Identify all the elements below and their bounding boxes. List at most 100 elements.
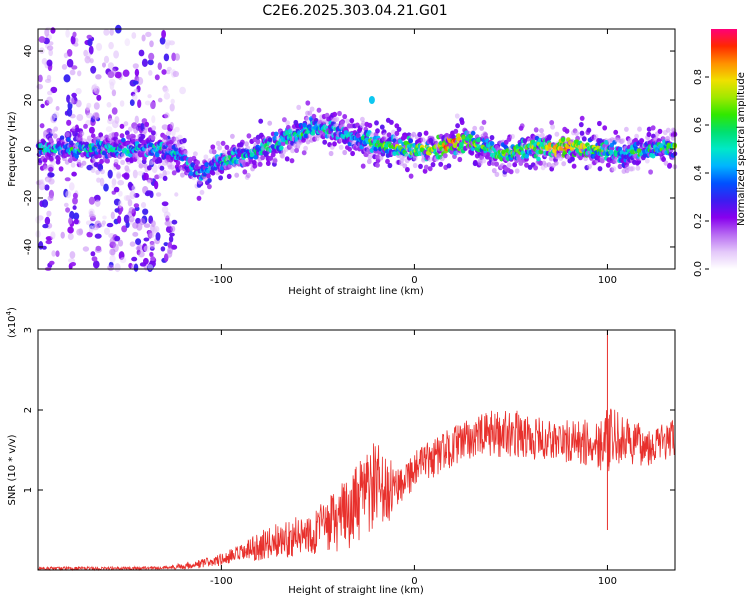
spectrogram-cell bbox=[316, 107, 322, 113]
spectrogram-cell bbox=[147, 94, 152, 99]
spectrogram-cell bbox=[238, 142, 244, 148]
spectrogram-cell bbox=[107, 71, 115, 79]
spectrogram-cell bbox=[90, 65, 97, 74]
spectrogram-cell bbox=[196, 195, 202, 201]
spectrogram-cell bbox=[508, 169, 514, 175]
spectrogram-cell bbox=[71, 171, 77, 177]
spectrogram-cell bbox=[138, 49, 145, 57]
spectrogram-cell bbox=[67, 157, 73, 163]
spectrogram-cell bbox=[44, 216, 51, 225]
spectrogram-cell bbox=[174, 126, 180, 133]
spectrogram-cell bbox=[37, 179, 44, 185]
spectrogram-cell bbox=[132, 231, 139, 237]
spectrogram-cell bbox=[650, 125, 656, 131]
spectrogram-cell bbox=[533, 127, 539, 133]
spectrogram-cell bbox=[155, 232, 161, 241]
spectrogram-cell bbox=[120, 159, 125, 165]
spectrogram-cell bbox=[342, 114, 348, 120]
spectrogram-cell bbox=[581, 136, 587, 142]
spectrogram-cell bbox=[51, 250, 56, 257]
spectrogram-cell bbox=[394, 130, 400, 136]
spectrogram-cell bbox=[472, 160, 478, 167]
spectrogram-cell bbox=[170, 98, 175, 105]
spectrogram-cell bbox=[46, 210, 52, 217]
snr-y-tick-label: 2 bbox=[23, 407, 34, 413]
spectrogram-cell bbox=[70, 162, 76, 168]
spectrogram-cell bbox=[44, 78, 52, 83]
spectrogram-cell bbox=[72, 31, 77, 38]
spectrogram-cell bbox=[65, 190, 72, 199]
spectrogram-cell bbox=[332, 111, 338, 117]
spectrogram-cell bbox=[47, 172, 54, 178]
spectrogram-cell bbox=[135, 217, 141, 224]
spectrogram-cell bbox=[107, 118, 114, 125]
spectrogram-cell bbox=[65, 207, 71, 213]
spectrogram-cell bbox=[132, 169, 138, 179]
spectrogram-cell bbox=[137, 99, 142, 108]
spectrogram-cell bbox=[561, 161, 567, 167]
spectrogram-cell bbox=[375, 128, 380, 134]
spectrogram-cell bbox=[405, 167, 410, 173]
spectrogram-cell bbox=[143, 172, 149, 181]
spectrogram-cell bbox=[122, 69, 130, 77]
spectrogram-cell bbox=[357, 126, 363, 132]
spectrogram-cell bbox=[457, 156, 463, 163]
spectrogram-cell bbox=[123, 172, 130, 180]
spectrogram-cell bbox=[46, 59, 53, 67]
spectrogram-cell bbox=[109, 248, 116, 256]
spectrogram-cell bbox=[93, 102, 100, 110]
spectrogram-cell bbox=[148, 70, 153, 76]
spectrogram-cell bbox=[402, 134, 408, 140]
spectrogram-cell bbox=[38, 74, 43, 83]
spectrogram-cell bbox=[586, 127, 592, 133]
spectrogram-x-ticks: -100 0 100 bbox=[210, 29, 617, 286]
spectrogram-cell bbox=[135, 246, 141, 251]
spectrogram-cell bbox=[289, 158, 295, 164]
spectrogram-cell bbox=[151, 227, 157, 234]
spectrogram-cell bbox=[211, 149, 217, 155]
spectrogram-cell bbox=[587, 163, 592, 170]
spectrogram-cell bbox=[61, 64, 68, 70]
spectrogram-cell bbox=[88, 196, 95, 205]
spectrogram-cell bbox=[408, 173, 414, 179]
spectrogram-cell bbox=[132, 94, 138, 101]
spectrogram-cell bbox=[138, 163, 144, 169]
spectrogram-cell bbox=[58, 166, 64, 172]
spectrogram-cell bbox=[554, 131, 560, 137]
spectrogram-cell bbox=[102, 215, 107, 220]
spectrogram-cell bbox=[109, 254, 116, 263]
spectrogram-cell bbox=[111, 184, 116, 189]
snr-line bbox=[37, 408, 676, 572]
spectrogram-cell bbox=[100, 169, 105, 175]
spectrogram-cell bbox=[280, 153, 285, 159]
spectrogram-cell bbox=[115, 164, 121, 170]
spectrogram-cell bbox=[164, 42, 170, 50]
spectrogram-cell bbox=[149, 232, 155, 238]
spectrogram-cell bbox=[125, 157, 130, 163]
spectrogram-cell bbox=[103, 55, 110, 64]
spectrogram-cell bbox=[63, 52, 69, 59]
spectrogram-cell bbox=[366, 158, 372, 165]
spectrogram-cell bbox=[524, 162, 529, 168]
spectrogram-cell bbox=[396, 126, 402, 132]
snr-x-tick-label: -100 bbox=[210, 576, 233, 587]
spectrogram-cell bbox=[355, 133, 361, 139]
spectrogram-cell bbox=[40, 103, 45, 109]
spectrogram-cell bbox=[68, 217, 73, 225]
spectrogram-cell bbox=[664, 136, 670, 142]
spectrogram-cell bbox=[47, 195, 54, 202]
spectrogram-cell bbox=[210, 144, 216, 150]
spectrogram-cell bbox=[78, 228, 83, 235]
spectrogram-cell bbox=[510, 133, 515, 140]
spectrogram-cell bbox=[375, 162, 380, 168]
spectrogram-cell bbox=[661, 156, 666, 162]
spectrogram-cell bbox=[73, 212, 80, 220]
spectrogram-cell bbox=[132, 80, 139, 85]
spectrogram-cell bbox=[514, 168, 520, 174]
spectrogram-cell bbox=[119, 100, 125, 107]
spectrogram-cell bbox=[134, 115, 139, 124]
spectrogram-cell bbox=[665, 127, 671, 133]
spectrogram-x-axis-label: Height of straight line (km) bbox=[288, 286, 424, 297]
spectrogram-cell bbox=[270, 152, 276, 158]
spectrogram-cell bbox=[131, 32, 137, 39]
